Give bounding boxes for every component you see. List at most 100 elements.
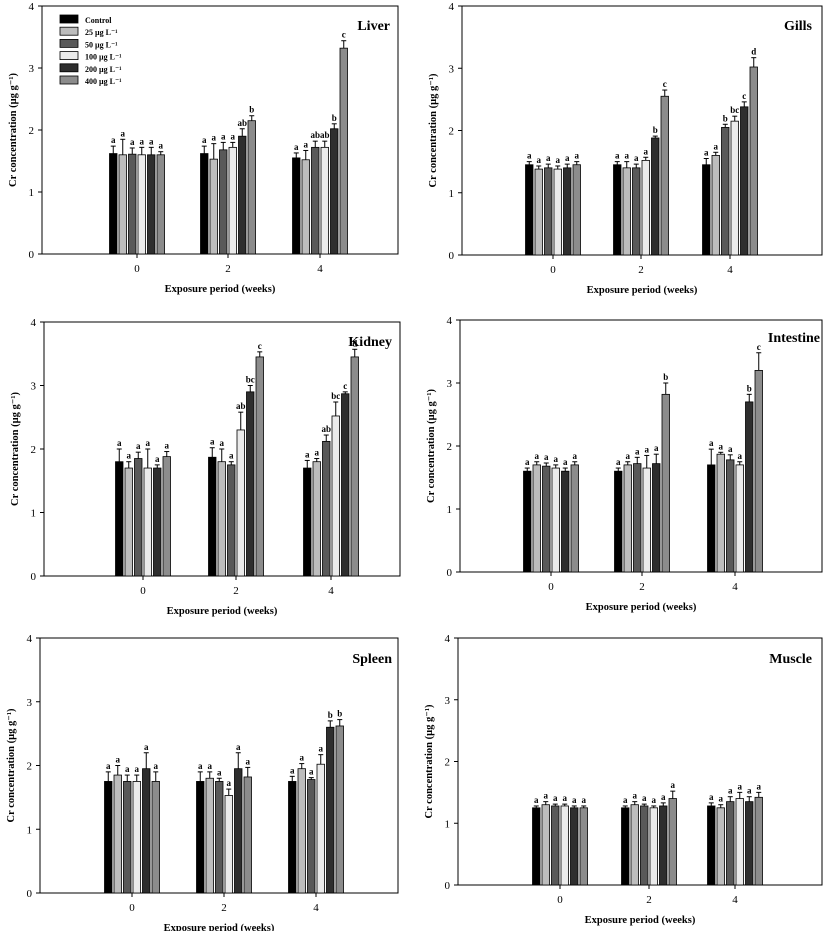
significance-letter: a — [212, 133, 217, 143]
significance-letter: a — [728, 444, 733, 454]
significance-letter: a — [294, 142, 299, 152]
significance-letter: a — [155, 454, 160, 464]
x-tick-label: 4 — [328, 585, 334, 597]
bar — [217, 461, 226, 577]
x-tick-label: 0 — [129, 902, 135, 914]
bar — [630, 804, 639, 886]
panel-title: Spleen — [352, 652, 392, 667]
bar — [228, 146, 237, 255]
x-tick-label: 4 — [732, 894, 738, 906]
y-tick-label: 2 — [31, 444, 37, 456]
bar — [716, 453, 725, 573]
bar — [215, 781, 224, 894]
significance-letter: a — [300, 753, 305, 763]
significance-letter: a — [159, 141, 164, 151]
significance-letter: a — [704, 148, 709, 158]
bar — [134, 458, 143, 577]
significance-letter: a — [738, 451, 743, 461]
y-tick-label: 1 — [29, 187, 35, 199]
bar — [541, 804, 550, 886]
y-tick-label: 2 — [445, 757, 451, 769]
y-tick-label: 3 — [27, 697, 33, 709]
significance-letter: a — [709, 792, 714, 802]
bar — [247, 120, 256, 255]
x-tick-label: 2 — [225, 263, 231, 275]
y-tick-label: 1 — [449, 188, 455, 200]
bar — [660, 95, 669, 256]
significance-letter: a — [616, 457, 621, 467]
bar — [109, 153, 118, 255]
bar — [563, 167, 572, 256]
chart-panel-intestine: 0 1 2 3 4 0 2 4 Exposure period (weeks) Cr concen… — [426, 315, 823, 613]
significance-letter: a — [738, 781, 743, 791]
bar — [532, 464, 541, 573]
significance-letter: a — [719, 794, 724, 804]
bar — [730, 120, 739, 256]
panel-title: Liver — [357, 19, 390, 34]
bar — [622, 167, 631, 256]
bar — [579, 807, 588, 886]
bar — [307, 779, 316, 894]
significance-letter: a — [154, 761, 159, 771]
y-axis-title: Cr concentration (µg g⁻¹) — [426, 389, 437, 503]
legend-label: 50 µg L⁻¹ — [85, 40, 118, 49]
bar — [124, 467, 133, 577]
significance-letter: a — [652, 795, 657, 805]
y-tick-label: 4 — [27, 633, 33, 645]
bar — [196, 781, 205, 894]
significance-letter: b — [328, 710, 333, 720]
bar — [205, 777, 214, 894]
significance-letter: a — [146, 438, 151, 448]
bar — [224, 795, 233, 894]
bar — [642, 467, 651, 573]
legend-swatch — [59, 14, 79, 24]
significance-letter: ab — [321, 424, 331, 434]
significance-letter: a — [625, 151, 630, 161]
significance-letter: a — [106, 761, 111, 771]
panel-title: Muscle — [769, 652, 812, 667]
x-tick-label: 4 — [732, 581, 738, 593]
bar — [147, 154, 156, 255]
significance-letter: a — [645, 444, 650, 454]
significance-letter: a — [130, 137, 135, 147]
y-tick-label: 1 — [447, 504, 453, 516]
bar — [572, 164, 581, 256]
chart-panel-spleen: 0 1 2 3 4 0 2 4 Exposure period (weeks) Cr concen… — [6, 633, 399, 931]
significance-letter: a — [537, 155, 542, 165]
bar — [726, 459, 735, 573]
significance-letter: a — [556, 155, 561, 165]
bar — [621, 807, 630, 886]
bar — [523, 470, 532, 573]
bar — [143, 467, 152, 577]
significance-letter: c — [258, 341, 262, 351]
significance-letter: a — [117, 438, 122, 448]
significance-letter: b — [332, 113, 337, 123]
bar — [301, 159, 310, 255]
bar — [156, 154, 165, 255]
x-tick-label: 4 — [317, 263, 323, 275]
significance-letter: c — [742, 91, 746, 101]
bar — [749, 66, 758, 256]
significance-letter: a — [229, 451, 234, 461]
significance-letter: ab — [236, 401, 246, 411]
x-tick-label: 2 — [639, 581, 645, 593]
significance-letter: a — [661, 792, 666, 802]
bar — [613, 164, 622, 256]
legend-label: 25 µg L⁻¹ — [85, 28, 118, 37]
significance-letter: a — [554, 454, 559, 464]
chart-panel-liver: 0 1 2 3 4 0 2 4 Exposure period (weeks) Cr concen… — [8, 1, 399, 295]
significance-letter: a — [615, 151, 620, 161]
significance-letter: a — [709, 438, 714, 448]
bar — [707, 805, 716, 886]
significance-letter: a — [309, 767, 314, 777]
bar — [246, 391, 255, 577]
bar — [137, 154, 146, 255]
bar — [339, 47, 348, 255]
bar — [711, 154, 720, 256]
significance-letter: b — [337, 709, 342, 719]
plot-frame — [457, 637, 823, 886]
significance-letter: a — [563, 793, 568, 803]
legend-label: 100 µg L⁻¹ — [85, 53, 122, 62]
bar — [297, 768, 306, 894]
bar — [236, 429, 245, 577]
